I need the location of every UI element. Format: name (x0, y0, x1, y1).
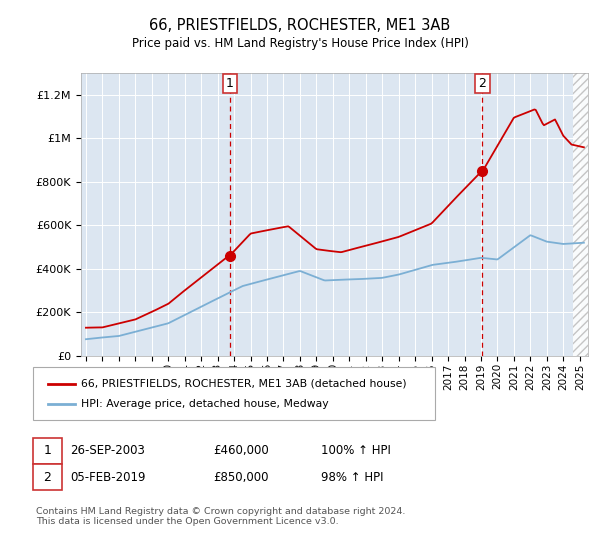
Text: 66, PRIESTFIELDS, ROCHESTER, ME1 3AB (detached house): 66, PRIESTFIELDS, ROCHESTER, ME1 3AB (de… (81, 379, 407, 389)
Text: Price paid vs. HM Land Registry's House Price Index (HPI): Price paid vs. HM Land Registry's House … (131, 36, 469, 50)
Text: 1: 1 (43, 444, 52, 458)
Text: Contains HM Land Registry data © Crown copyright and database right 2024.
This d: Contains HM Land Registry data © Crown c… (36, 507, 406, 526)
Text: £850,000: £850,000 (213, 470, 269, 484)
Text: HPI: Average price, detached house, Medway: HPI: Average price, detached house, Medw… (81, 399, 329, 409)
Text: 26-SEP-2003: 26-SEP-2003 (70, 444, 145, 458)
Text: 2: 2 (479, 77, 487, 90)
Text: 05-FEB-2019: 05-FEB-2019 (70, 470, 146, 484)
Text: £460,000: £460,000 (213, 444, 269, 458)
Text: 100% ↑ HPI: 100% ↑ HPI (321, 444, 391, 458)
Text: 1: 1 (226, 77, 234, 90)
Text: 66, PRIESTFIELDS, ROCHESTER, ME1 3AB: 66, PRIESTFIELDS, ROCHESTER, ME1 3AB (149, 18, 451, 32)
Text: 98% ↑ HPI: 98% ↑ HPI (321, 470, 383, 484)
Text: 2: 2 (43, 470, 52, 484)
